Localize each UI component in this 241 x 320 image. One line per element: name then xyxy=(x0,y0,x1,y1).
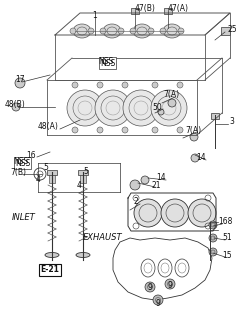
Text: INLET: INLET xyxy=(12,213,36,222)
Circle shape xyxy=(130,180,140,190)
Text: 48(A): 48(A) xyxy=(38,123,59,132)
Bar xyxy=(164,8,172,14)
Text: 25: 25 xyxy=(227,26,237,35)
Circle shape xyxy=(122,82,128,88)
Text: 50: 50 xyxy=(152,102,162,111)
Ellipse shape xyxy=(103,24,121,38)
Circle shape xyxy=(152,82,158,88)
Ellipse shape xyxy=(45,252,59,258)
Ellipse shape xyxy=(76,252,90,258)
Text: 47(A): 47(A) xyxy=(168,4,189,12)
Text: NSS: NSS xyxy=(100,59,115,68)
Text: 7(B): 7(B) xyxy=(10,167,26,177)
Circle shape xyxy=(153,295,163,305)
Circle shape xyxy=(209,221,217,229)
Circle shape xyxy=(67,90,103,126)
Text: 3: 3 xyxy=(229,117,234,126)
Text: 168: 168 xyxy=(218,218,232,227)
Text: NSS: NSS xyxy=(13,157,28,166)
Circle shape xyxy=(152,127,158,133)
Circle shape xyxy=(188,199,216,227)
Text: 1: 1 xyxy=(93,11,97,20)
Ellipse shape xyxy=(163,24,181,38)
Text: 9: 9 xyxy=(156,300,161,308)
Bar xyxy=(78,170,88,175)
Bar xyxy=(221,27,230,35)
Circle shape xyxy=(100,28,106,34)
Ellipse shape xyxy=(73,24,91,38)
Text: 7(A): 7(A) xyxy=(163,91,179,100)
Circle shape xyxy=(12,103,20,111)
Text: 15: 15 xyxy=(222,251,232,260)
Ellipse shape xyxy=(133,24,151,38)
Circle shape xyxy=(130,28,136,34)
Text: NSS: NSS xyxy=(98,58,113,67)
Text: 9: 9 xyxy=(148,284,153,292)
Text: 14: 14 xyxy=(196,154,206,163)
Circle shape xyxy=(145,282,155,292)
Bar xyxy=(47,170,57,175)
Circle shape xyxy=(88,28,94,34)
Circle shape xyxy=(161,199,189,227)
Circle shape xyxy=(165,279,175,289)
Text: E-21: E-21 xyxy=(40,266,60,275)
Circle shape xyxy=(97,127,103,133)
Text: 17: 17 xyxy=(15,76,25,84)
Text: 21: 21 xyxy=(152,180,161,189)
Circle shape xyxy=(209,248,217,256)
Text: 16: 16 xyxy=(26,150,36,159)
Circle shape xyxy=(178,28,184,34)
Bar xyxy=(211,113,219,119)
Circle shape xyxy=(158,109,164,115)
Circle shape xyxy=(148,28,154,34)
Text: 5: 5 xyxy=(83,167,88,177)
Text: 14: 14 xyxy=(156,173,166,182)
Circle shape xyxy=(209,234,217,242)
Circle shape xyxy=(72,127,78,133)
Text: 9: 9 xyxy=(168,281,173,290)
Text: NSS: NSS xyxy=(15,158,30,167)
Circle shape xyxy=(190,133,198,141)
Text: 47(B): 47(B) xyxy=(135,4,156,12)
Circle shape xyxy=(72,82,78,88)
Circle shape xyxy=(118,28,124,34)
Circle shape xyxy=(177,127,183,133)
Text: 4: 4 xyxy=(36,175,41,185)
Bar xyxy=(131,8,139,14)
Text: 4: 4 xyxy=(77,180,82,189)
Circle shape xyxy=(141,176,149,184)
Text: 2: 2 xyxy=(133,197,138,206)
Text: 48(B): 48(B) xyxy=(5,100,26,109)
Circle shape xyxy=(70,28,76,34)
Circle shape xyxy=(97,82,103,88)
Bar xyxy=(80,175,86,183)
Circle shape xyxy=(122,127,128,133)
Text: 51: 51 xyxy=(222,234,232,243)
Text: 5: 5 xyxy=(43,164,48,172)
Text: EXHAUST: EXHAUST xyxy=(83,234,123,243)
Circle shape xyxy=(168,99,176,107)
Bar xyxy=(49,175,55,183)
Circle shape xyxy=(134,199,162,227)
Circle shape xyxy=(151,90,187,126)
Circle shape xyxy=(15,78,25,88)
Circle shape xyxy=(177,82,183,88)
Text: 7(A): 7(A) xyxy=(185,125,201,134)
Circle shape xyxy=(123,90,159,126)
Circle shape xyxy=(191,154,199,162)
Circle shape xyxy=(160,28,166,34)
Circle shape xyxy=(95,90,131,126)
